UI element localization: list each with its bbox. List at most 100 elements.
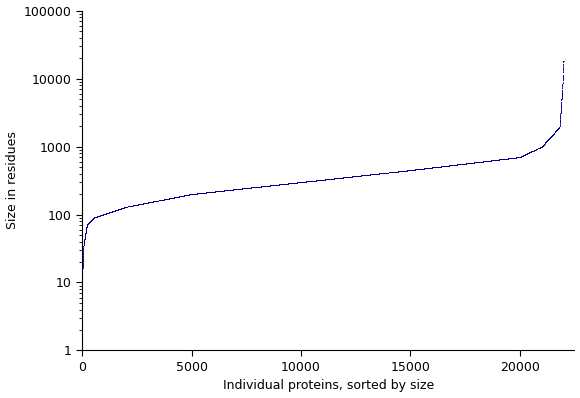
Point [206,189,215,195]
Point [311,177,321,183]
Point [493,156,502,163]
Point [514,154,523,160]
Point [102,210,111,216]
Point [131,202,140,208]
Point [430,164,439,170]
Point [190,191,199,197]
Point [383,170,393,176]
Point [100,211,109,217]
Point [312,177,321,183]
Point [147,199,157,205]
Point [400,168,409,174]
Point [347,173,357,179]
Point [262,183,271,189]
Point [393,168,403,175]
Point [364,172,373,178]
Point [527,148,536,155]
Point [140,200,149,207]
Point [538,142,548,148]
Point [278,181,288,187]
Point [409,166,418,173]
Point [523,150,532,156]
Point [292,179,302,186]
Point [464,160,473,166]
Point [355,172,364,179]
Point [390,169,400,175]
Point [135,201,144,207]
Point [246,184,256,191]
Point [286,180,295,186]
Point [342,174,351,180]
Point [173,193,183,200]
Point [148,198,158,205]
Point [208,189,218,195]
Point [83,221,92,227]
Point [349,173,358,179]
Point [489,157,498,163]
Point [471,159,480,166]
Point [328,176,338,182]
Point [374,170,383,177]
Point [465,160,474,166]
Point [450,162,459,168]
Point [154,197,164,204]
Point [97,211,107,218]
Point [212,188,222,195]
Point [342,174,351,180]
Point [296,179,306,185]
Point [446,162,455,168]
Point [253,183,263,190]
Point [380,170,390,176]
Point [198,190,207,196]
Point [434,164,443,170]
Point [502,156,511,162]
Point [504,155,513,162]
Point [510,154,520,161]
Point [341,174,350,180]
Point [437,163,447,170]
Point [516,154,525,160]
Point [470,159,479,166]
Point [419,165,429,172]
Point [405,167,414,174]
Point [416,166,426,172]
Point [359,172,368,178]
Point [425,165,434,171]
Point [218,187,227,194]
Point [411,166,420,173]
Point [495,156,505,163]
Point [297,179,306,185]
Point [227,187,236,193]
Point [248,184,257,191]
Point [496,156,506,162]
Point [382,170,391,176]
Point [533,145,542,152]
Point [291,179,300,186]
Point [429,164,438,170]
Point [130,202,140,208]
Point [288,180,297,186]
Point [174,193,183,200]
Point [385,169,394,176]
Point [412,166,421,173]
Point [517,153,527,159]
Point [437,163,446,170]
Point [93,213,103,219]
Point [454,161,463,168]
Point [362,172,372,178]
Point [552,127,561,133]
Point [334,175,343,181]
Point [491,157,501,163]
Point [442,162,451,169]
Point [96,212,106,219]
Point [304,178,313,184]
Point [184,191,193,198]
Point [412,166,421,173]
Point [104,209,113,216]
Point [313,177,322,183]
Point [472,159,481,166]
Point [154,197,163,204]
Point [111,207,121,213]
Point [231,186,240,193]
Point [452,161,461,168]
